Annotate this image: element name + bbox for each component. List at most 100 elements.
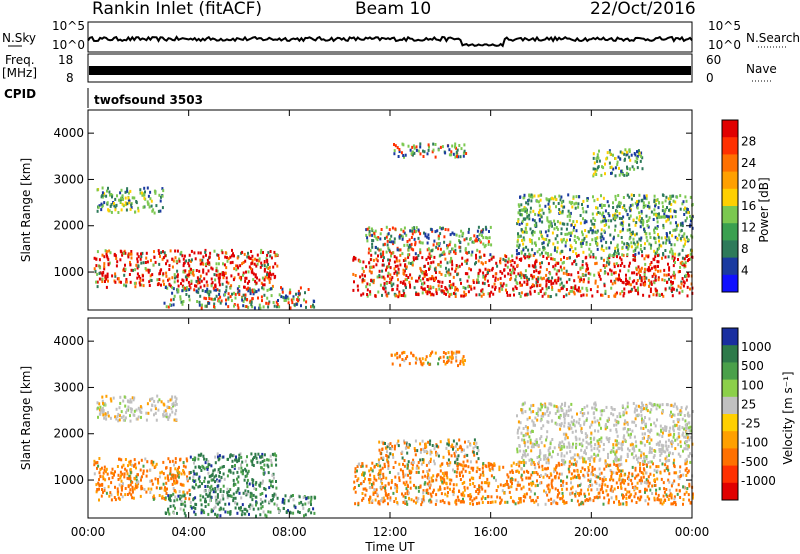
data-cell	[462, 294, 465, 298]
data-cell	[621, 290, 624, 294]
data-cell	[405, 480, 408, 484]
data-cell	[269, 277, 272, 281]
data-cell	[142, 205, 145, 209]
data-cell	[443, 501, 446, 505]
data-cell	[379, 475, 382, 479]
data-cell	[152, 263, 155, 267]
data-cell	[230, 494, 233, 498]
data-cell	[234, 496, 237, 500]
data-cell	[482, 262, 484, 266]
data-cell	[514, 278, 517, 282]
data-cell	[577, 271, 580, 275]
data-cell	[625, 279, 627, 282]
data-cell	[641, 479, 643, 483]
data-cell	[611, 489, 614, 493]
data-cell	[117, 412, 120, 416]
data-cell	[463, 485, 466, 489]
data-cell	[308, 508, 311, 511]
data-cell	[202, 270, 205, 274]
data-cell	[494, 278, 497, 282]
data-cell	[674, 215, 677, 219]
data-cell	[249, 299, 252, 303]
data-cell	[625, 245, 628, 249]
data-cell	[603, 229, 606, 233]
data-cell	[422, 495, 425, 499]
data-cell	[111, 274, 114, 278]
data-cell	[526, 255, 529, 259]
data-cell	[118, 457, 121, 461]
data-cell	[460, 281, 462, 285]
data-cell	[626, 279, 629, 283]
data-cell	[637, 473, 640, 477]
data-cell	[449, 233, 452, 237]
data-cell	[573, 238, 576, 242]
data-cell	[669, 215, 672, 219]
data-cell	[251, 498, 254, 502]
data-cell	[365, 464, 368, 468]
data-cell	[212, 469, 215, 473]
data-cell	[210, 508, 213, 512]
data-cell	[399, 468, 402, 472]
data-cell	[288, 510, 291, 514]
data-cell	[388, 281, 391, 284]
data-cell	[208, 293, 211, 296]
data-cell	[404, 294, 407, 298]
data-cell	[310, 503, 312, 506]
data-cell	[183, 472, 186, 476]
data-cell	[629, 158, 632, 162]
data-cell	[176, 480, 179, 484]
data-cell	[273, 502, 276, 506]
data-cell	[374, 498, 377, 502]
data-cell	[549, 209, 552, 213]
data-cell	[613, 262, 616, 266]
data-cell	[671, 252, 674, 256]
data-cell	[605, 246, 608, 250]
data-cell	[597, 475, 600, 479]
data-cell	[622, 215, 625, 219]
data-cell	[536, 496, 539, 499]
data-cell	[532, 209, 535, 213]
data-cell	[438, 287, 441, 291]
data-cell	[628, 490, 631, 494]
data-cell	[674, 228, 677, 232]
data-cell	[393, 255, 396, 259]
data-cell	[122, 414, 125, 418]
data-cell	[456, 288, 459, 292]
data-cell	[571, 289, 574, 293]
data-cell	[265, 494, 267, 498]
data-cell	[135, 466, 137, 470]
data-cell	[269, 254, 272, 258]
data-cell	[478, 488, 481, 492]
data-cell	[158, 398, 161, 402]
data-cell	[188, 294, 191, 298]
data-cell	[547, 498, 550, 502]
data-cell	[502, 282, 505, 286]
data-cell	[447, 491, 449, 494]
data-cell	[452, 275, 455, 279]
data-cell	[362, 497, 365, 500]
data-cell	[575, 475, 578, 479]
data-cell	[129, 419, 132, 423]
data-cell	[271, 452, 274, 456]
data-cell	[567, 467, 570, 471]
data-cell	[535, 277, 538, 281]
data-cell	[614, 228, 616, 232]
data-cell	[640, 209, 643, 213]
data-cell	[678, 270, 681, 273]
data-cell	[483, 253, 486, 257]
data-cell	[657, 493, 660, 497]
data-cell	[466, 272, 469, 276]
data-cell	[518, 252, 520, 255]
data-cell	[167, 305, 170, 309]
data-cell	[653, 198, 656, 202]
data-cell	[260, 263, 263, 267]
data-cell	[488, 230, 490, 233]
data-cell	[120, 474, 122, 478]
data-cell	[365, 228, 368, 232]
data-cell	[403, 272, 406, 276]
data-cell	[572, 250, 575, 253]
data-cell	[114, 274, 117, 278]
data-cell	[203, 480, 206, 483]
data-cell	[154, 189, 156, 193]
data-cell	[378, 274, 381, 278]
